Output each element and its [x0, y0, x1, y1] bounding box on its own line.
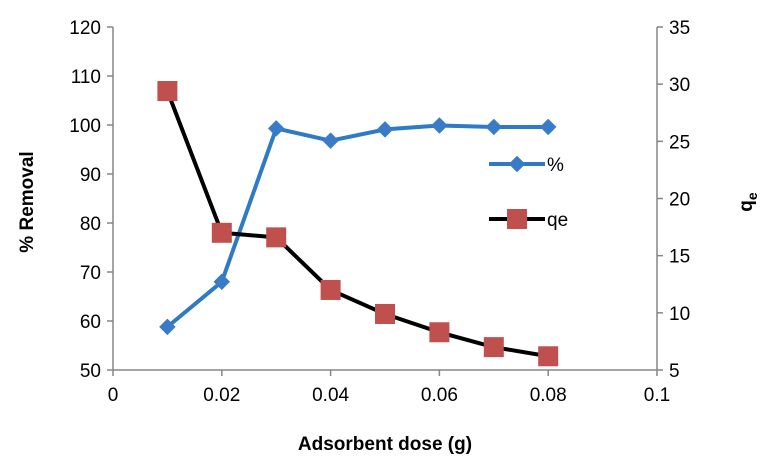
x-tick-label: 0.1	[644, 385, 670, 406]
data-point	[322, 132, 339, 150]
data-point	[157, 81, 178, 102]
data-point	[375, 303, 395, 324]
x-axis-title: Adsorbent dose (g)	[298, 434, 472, 455]
x-tick-label: 0.08	[530, 385, 567, 406]
x-tick-label: 0.02	[203, 385, 240, 406]
y2-axis-title-sub: e	[744, 192, 760, 200]
axis-ticks: 0 0.02 0.04 0.06 0.08 0.1 50 60 70 80 90 100 110 120 5…	[69, 18, 690, 406]
data-point	[431, 117, 448, 134]
data-point	[267, 120, 285, 137]
series-line-removal	[166, 123, 549, 329]
y2-axis-title: qe	[736, 192, 760, 212]
x-tick-label: 0.06	[421, 385, 458, 406]
y-tick-label: 70	[80, 263, 101, 284]
y-tick-label: 60	[80, 312, 101, 333]
data-point	[485, 118, 503, 136]
y-axis-title: % Removal	[17, 151, 38, 252]
data-point	[483, 337, 504, 358]
y-tick-label: 120	[69, 18, 101, 39]
data-point	[538, 346, 559, 367]
data-point	[320, 279, 341, 300]
y-tick-label: 50	[80, 361, 101, 382]
legend: % qe	[489, 155, 568, 231]
data-point	[213, 273, 231, 291]
y2-tick-label: 20	[669, 190, 690, 211]
y-tick-label: 90	[80, 165, 101, 186]
y2-axis-title-main: q	[736, 200, 757, 212]
series-layer	[157, 81, 559, 367]
data-point	[211, 222, 232, 243]
legend-label: qe	[547, 210, 568, 231]
y2-tick-label: 5	[669, 361, 680, 382]
data-point	[159, 318, 176, 336]
data-point	[266, 227, 287, 248]
x-tick-label: 0.04	[312, 385, 349, 406]
y2-tick-label: 25	[669, 132, 690, 153]
data-point	[376, 121, 394, 138]
y-tick-label: 80	[80, 214, 101, 235]
legend-marker	[507, 209, 527, 229]
y-tick-label: 100	[69, 116, 101, 137]
y2-tick-label: 35	[669, 18, 690, 39]
y2-tick-label: 15	[669, 247, 690, 268]
x-tick-label: 0	[108, 385, 119, 406]
legend-marker	[508, 155, 526, 173]
y2-tick-label: 10	[669, 304, 690, 325]
data-point	[429, 322, 450, 343]
y2-tick-label: 30	[669, 75, 690, 96]
data-point	[539, 118, 557, 136]
y-tick-label: 110	[71, 67, 101, 88]
legend-label: %	[547, 155, 564, 176]
